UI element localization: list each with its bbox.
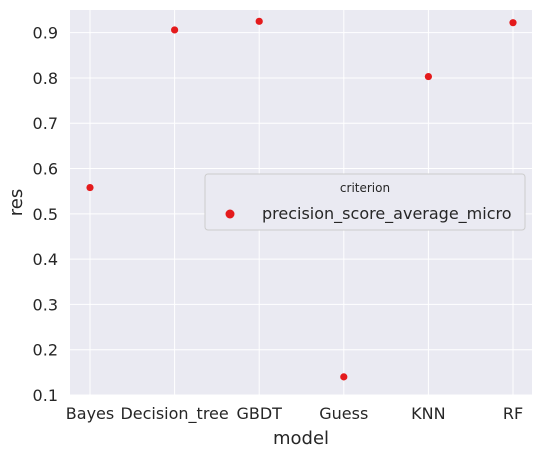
x-axis: Bayes Decision_tree GBDT Guess KNN RF bbox=[66, 404, 523, 424]
y-tick-label: 0.4 bbox=[33, 250, 58, 269]
x-tick-label: KNN bbox=[411, 404, 445, 423]
y-tick-label: 0.5 bbox=[33, 205, 58, 224]
legend-marker bbox=[225, 209, 235, 219]
data-point bbox=[255, 17, 263, 25]
y-tick-label: 0.7 bbox=[33, 114, 58, 133]
data-point bbox=[340, 373, 348, 381]
y-tick-label: 0.1 bbox=[33, 386, 58, 405]
x-tick-label: RF bbox=[503, 404, 523, 423]
data-point bbox=[171, 26, 179, 34]
y-axis-title: res bbox=[6, 189, 27, 216]
data-point bbox=[424, 72, 432, 81]
y-axis: 0.1 0.2 0.3 0.4 0.5 0.6 0.7 0.8 0.9 bbox=[33, 24, 58, 405]
x-tick-label: GBDT bbox=[236, 404, 282, 423]
legend-title: criterion bbox=[340, 181, 390, 195]
data-point bbox=[509, 19, 517, 27]
legend-box bbox=[204, 173, 526, 231]
data-points bbox=[86, 17, 517, 381]
y-tick-label: 0.6 bbox=[33, 160, 58, 179]
x-tick-label: Decision_tree bbox=[120, 404, 228, 424]
y-tick-label: 0.8 bbox=[33, 69, 58, 88]
data-point bbox=[86, 183, 94, 192]
y-tick-label: 0.2 bbox=[33, 341, 58, 360]
legend: criterion precision_score_average_micro bbox=[204, 173, 526, 231]
x-axis-title: model bbox=[273, 428, 329, 449]
x-tick-label: Bayes bbox=[66, 404, 114, 423]
legend-entry-label: precision_score_average_micro bbox=[262, 204, 512, 224]
y-tick-label: 0.3 bbox=[33, 295, 58, 314]
x-tick-label: Guess bbox=[319, 404, 368, 423]
y-tick-label: 0.9 bbox=[33, 24, 58, 43]
